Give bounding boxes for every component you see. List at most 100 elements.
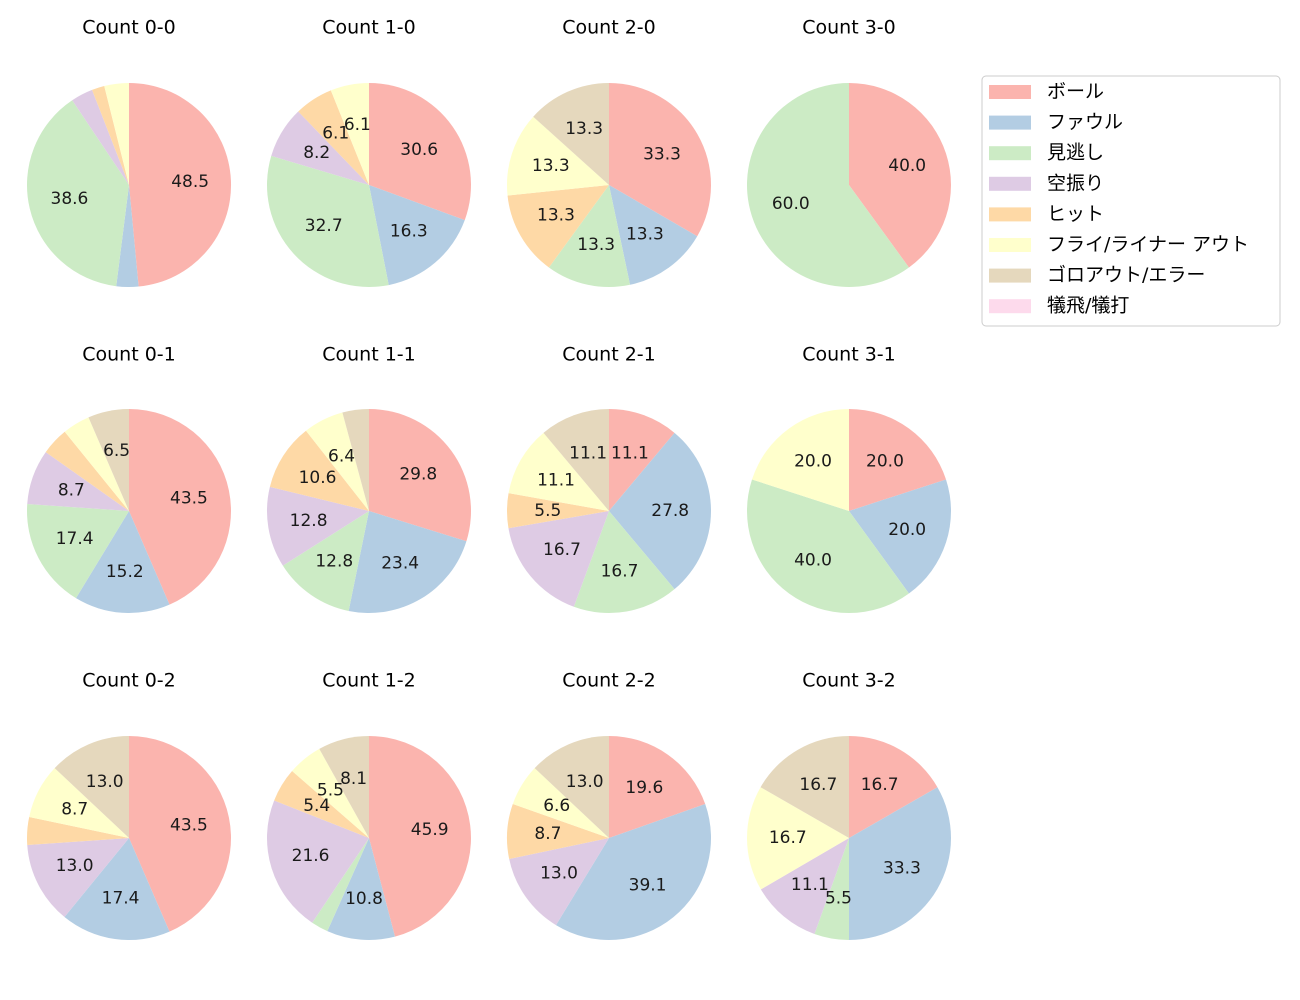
legend-label: ファウル — [1047, 111, 1123, 133]
pie-slice — [312, 838, 369, 932]
legend-label: ボール — [1047, 81, 1104, 103]
pie-slice — [266, 486, 369, 566]
pie-slice — [64, 838, 170, 940]
pie-slice — [266, 800, 369, 923]
pie-count-0-2: Count 0-2 43.5 17.4 13.0 8.7 13.0 — [26, 670, 231, 940]
pie-slice-label: 11.1 — [791, 875, 829, 895]
pie-slice — [298, 90, 369, 185]
pie-slice-label: 48.5 — [171, 172, 209, 192]
pie-title: Count 0-1 — [82, 344, 176, 366]
pie-slice-label: 16.7 — [769, 828, 807, 848]
pie-slice — [760, 838, 849, 934]
pie-slice-label: 40.0 — [794, 551, 832, 571]
pie-slice-label: 40.0 — [888, 156, 926, 176]
legend-swatch — [989, 238, 1031, 252]
pie-slice — [72, 89, 129, 185]
pie-slice-label: 13.3 — [537, 206, 575, 226]
pie-slice-label: 13.3 — [626, 225, 664, 245]
pie-slice-label: 8.7 — [61, 800, 88, 820]
pie-slice-label: 16.3 — [390, 222, 428, 242]
pie-slice — [746, 479, 909, 613]
pie-slice-label: 16.7 — [799, 775, 837, 795]
pie-slice — [292, 748, 369, 838]
pie-slice — [26, 503, 129, 599]
legend-swatch — [989, 85, 1031, 99]
pie-slice — [342, 409, 369, 511]
pie-slice — [849, 83, 951, 268]
legend-item: 空振り — [989, 172, 1104, 194]
pie-slice-label: 20.0 — [888, 520, 926, 540]
pie-slice-label: 5.5 — [534, 501, 561, 521]
pie-slice — [88, 409, 129, 511]
pie-slice — [330, 83, 369, 185]
pie-title: Count 2-1 — [562, 344, 656, 366]
legend-swatch — [989, 115, 1031, 130]
pie-slice — [26, 817, 130, 846]
pie-slice — [369, 409, 472, 542]
pie-slice-label: 13.0 — [540, 863, 578, 883]
pie-title: Count 2-2 — [562, 670, 656, 692]
pie-slice — [849, 787, 951, 940]
legend-swatch — [989, 207, 1031, 222]
pie-slice-label: 13.0 — [566, 772, 604, 792]
pie-slice — [129, 409, 231, 605]
pie-slice-label: 38.6 — [51, 189, 89, 209]
pie-title: Count 3-2 — [802, 670, 896, 692]
legend-swatch — [989, 299, 1031, 314]
pie-slice-label: 11.1 — [537, 470, 575, 490]
legend-item: 犠飛/犠打 — [989, 295, 1129, 317]
pie-slice — [506, 804, 609, 859]
pie-slice — [319, 736, 369, 838]
legend-frame — [981, 75, 1281, 327]
pie-slice-label: 32.7 — [305, 216, 343, 236]
pie-slice-label: 5.5 — [317, 780, 344, 800]
pie-slice — [849, 479, 952, 594]
pie-slice — [369, 83, 471, 221]
legend-label: ヒット — [1047, 203, 1104, 225]
pie-slice — [508, 511, 609, 607]
pie-slice-label: 13.3 — [532, 156, 570, 176]
pie-count-1-2: Count 1-2 45.9 10.8 21.6 5.45.58.1 — [266, 670, 471, 940]
pie-slice-label: 29.8 — [399, 465, 437, 485]
pie-title: Count 0-0 — [82, 17, 176, 39]
pie-slice-label: 8.1 — [340, 769, 367, 789]
legend-item: ボール — [989, 81, 1104, 103]
pie-count-3-2: Count 3-2 16.7 33.3 5.511.1 16.7 16.7 — [747, 670, 951, 940]
legend-item: ゴロアウト/エラー — [989, 264, 1205, 286]
pie-slice-label: 10.6 — [299, 468, 337, 488]
pie-slice-label: 11.1 — [611, 443, 649, 463]
pie-slice — [508, 432, 609, 511]
pie-slice — [92, 86, 129, 185]
pie-slice-label: 33.3 — [643, 144, 681, 164]
pie-count-2-1: Count 2-111.127.816.716.75.511.111.1 — [506, 344, 711, 613]
legend-swatch — [989, 268, 1031, 283]
pie-slice-label: 20.0 — [866, 451, 904, 471]
legend-item: ファウル — [989, 111, 1123, 133]
pie-slice-label: 33.3 — [883, 859, 921, 879]
pie-count-3-0: Count 3-0 40.0 60.0 — [746, 17, 951, 287]
pie-slice — [609, 432, 711, 590]
pie-slice — [27, 838, 130, 917]
pie-slice — [507, 185, 609, 268]
pie-slice-label: 12.8 — [315, 551, 353, 571]
pie-slice-label: 30.6 — [400, 140, 438, 160]
pie-title: Count 2-0 — [562, 17, 656, 39]
legend-label: フライ/ライナー アウト — [1047, 234, 1249, 256]
pie-slice-label: 10.8 — [345, 889, 383, 909]
pie-slice — [274, 771, 369, 838]
legend-swatch — [989, 146, 1031, 161]
legend-item: 見逃し — [989, 142, 1104, 164]
pie-slice-label: 39.1 — [629, 876, 667, 896]
pie-slice-label: 27.8 — [651, 501, 689, 521]
legend-label: ゴロアウト/エラー — [1047, 264, 1205, 286]
pie-slice-label: 11.1 — [569, 443, 607, 463]
pie-count-0-0: Count 0-0 48.5 38.6 — [26, 17, 232, 288]
pie-title: Count 1-1 — [322, 344, 416, 366]
pie-slice-label: 5.4 — [303, 796, 330, 816]
pie-slice — [269, 430, 369, 511]
pie-slice — [849, 736, 938, 838]
pie-slice-label: 20.0 — [794, 451, 832, 471]
pie-slice-label: 43.5 — [170, 816, 208, 836]
pie-slice-label: 13.3 — [577, 235, 615, 255]
